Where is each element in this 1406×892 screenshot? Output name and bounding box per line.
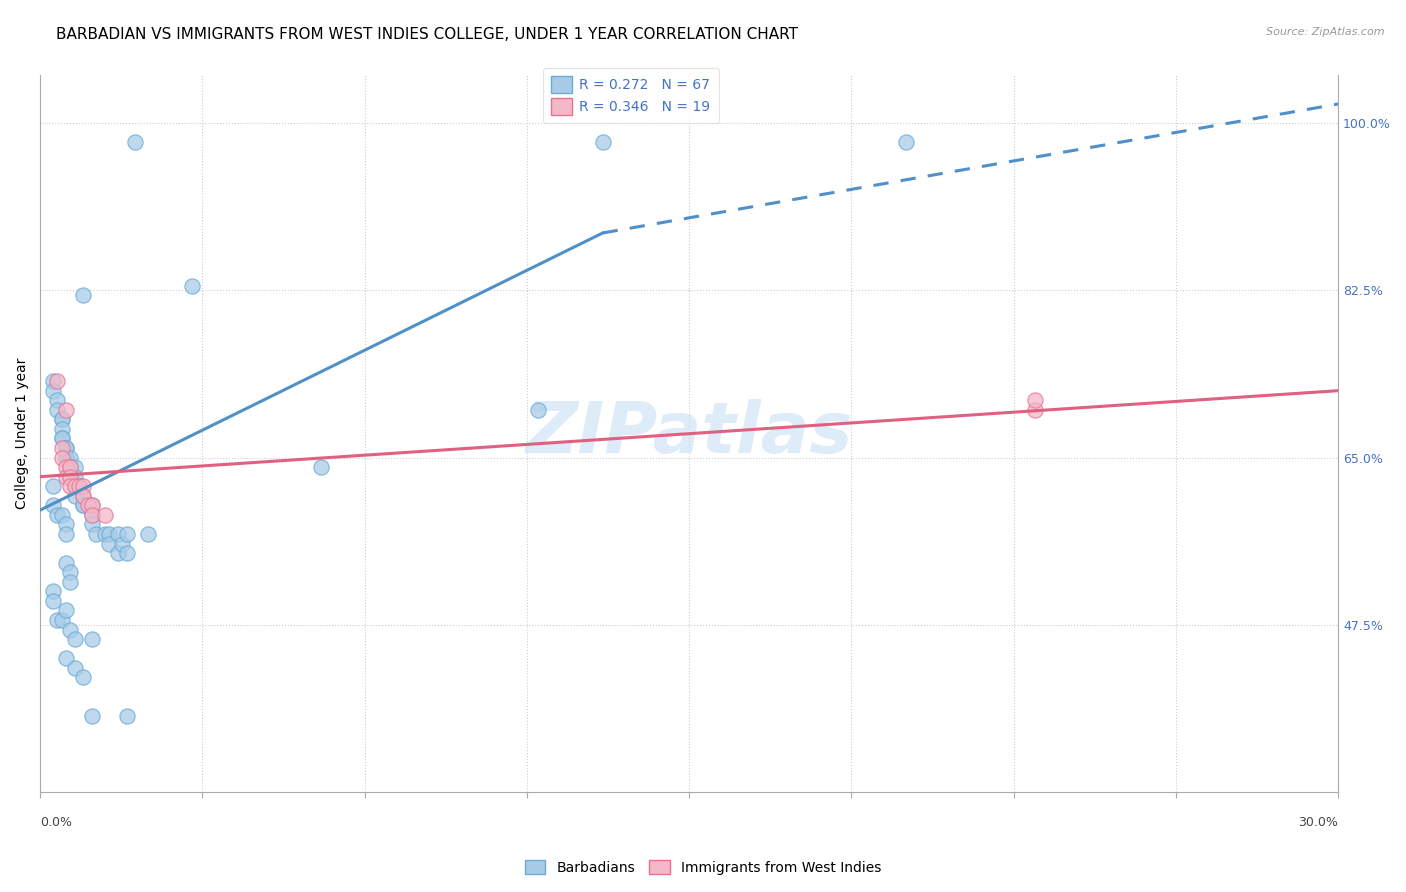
Point — [67, 479, 90, 493]
Point — [59, 469, 82, 483]
Point — [63, 479, 86, 493]
Point — [46, 393, 69, 408]
Point — [42, 374, 65, 388]
Point — [59, 479, 82, 493]
Point — [51, 422, 73, 436]
Point — [55, 651, 77, 665]
Point — [59, 574, 82, 589]
Point — [55, 556, 77, 570]
Point — [72, 499, 94, 513]
Point — [46, 402, 69, 417]
Point — [80, 499, 103, 513]
Point — [86, 527, 108, 541]
Point — [107, 527, 129, 541]
Point — [59, 460, 82, 475]
Point — [51, 508, 73, 522]
Point — [80, 708, 103, 723]
Point — [67, 479, 90, 493]
Point — [59, 460, 82, 475]
Point — [1024, 402, 1046, 417]
Point — [59, 460, 82, 475]
Point — [55, 441, 77, 455]
Point — [72, 489, 94, 503]
Legend: R = 0.272   N = 67, R = 0.346   N = 19: R = 0.272 N = 67, R = 0.346 N = 19 — [543, 68, 718, 123]
Point — [55, 450, 77, 465]
Point — [42, 384, 65, 398]
Point — [136, 527, 159, 541]
Point — [46, 613, 69, 627]
Text: Source: ZipAtlas.com: Source: ZipAtlas.com — [1267, 27, 1385, 37]
Point — [894, 135, 917, 149]
Point — [311, 460, 333, 475]
Point — [46, 508, 69, 522]
Point — [592, 135, 614, 149]
Point — [526, 402, 548, 417]
Point — [55, 441, 77, 455]
Point — [63, 661, 86, 675]
Point — [1024, 393, 1046, 408]
Point — [63, 479, 86, 493]
Point — [59, 450, 82, 465]
Point — [55, 603, 77, 617]
Point — [55, 527, 77, 541]
Text: BARBADIAN VS IMMIGRANTS FROM WEST INDIES COLLEGE, UNDER 1 YEAR CORRELATION CHART: BARBADIAN VS IMMIGRANTS FROM WEST INDIES… — [56, 27, 799, 42]
Text: ZIPatlas: ZIPatlas — [526, 400, 853, 468]
Point — [80, 632, 103, 647]
Point — [72, 489, 94, 503]
Point — [94, 527, 117, 541]
Point — [115, 527, 138, 541]
Point — [51, 432, 73, 446]
Text: 30.0%: 30.0% — [1298, 816, 1339, 829]
Point — [72, 670, 94, 684]
Point — [180, 278, 202, 293]
Point — [51, 441, 73, 455]
Point — [63, 469, 86, 483]
Point — [80, 517, 103, 532]
Point — [98, 527, 121, 541]
Point — [51, 412, 73, 426]
Point — [63, 632, 86, 647]
Point — [72, 479, 94, 493]
Point — [63, 489, 86, 503]
Point — [51, 450, 73, 465]
Point — [63, 460, 86, 475]
Point — [42, 594, 65, 608]
Point — [51, 412, 73, 426]
Y-axis label: College, Under 1 year: College, Under 1 year — [15, 358, 30, 509]
Point — [72, 499, 94, 513]
Point — [107, 546, 129, 560]
Point — [51, 613, 73, 627]
Point — [115, 546, 138, 560]
Point — [111, 536, 134, 550]
Point — [124, 135, 146, 149]
Point — [55, 469, 77, 483]
Point — [42, 479, 65, 493]
Point — [80, 508, 103, 522]
Point — [59, 623, 82, 637]
Point — [59, 469, 82, 483]
Point — [51, 432, 73, 446]
Point — [46, 374, 69, 388]
Point — [55, 517, 77, 532]
Point — [94, 508, 117, 522]
Point — [55, 402, 77, 417]
Point — [42, 499, 65, 513]
Point — [55, 450, 77, 465]
Text: 0.0%: 0.0% — [41, 816, 72, 829]
Point — [72, 288, 94, 302]
Point — [42, 584, 65, 599]
Point — [55, 460, 77, 475]
Point — [98, 536, 121, 550]
Legend: Barbadians, Immigrants from West Indies: Barbadians, Immigrants from West Indies — [519, 855, 887, 880]
Point — [80, 499, 103, 513]
Point — [59, 566, 82, 580]
Point — [76, 499, 98, 513]
Point — [80, 508, 103, 522]
Point — [115, 708, 138, 723]
